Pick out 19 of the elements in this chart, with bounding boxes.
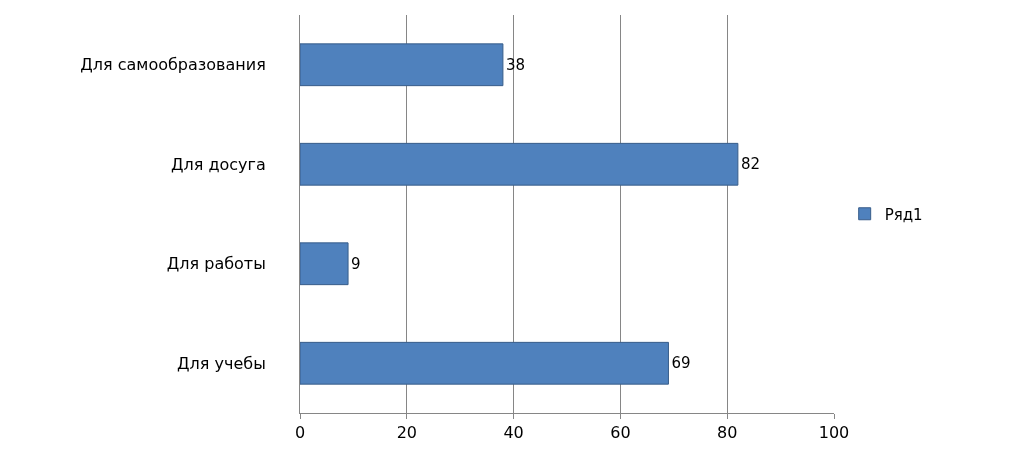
x-tick-label: 0 (294, 423, 306, 443)
bar (300, 242, 349, 286)
legend-label: Ряд1 (884, 205, 923, 224)
y-tick-label: Для учебы (177, 353, 266, 373)
bar (300, 341, 669, 385)
x-tick-label: 20 (396, 423, 417, 443)
y-tick-label: Для досуга (171, 154, 266, 174)
data-label: 69 (671, 354, 691, 373)
y-tick-label: Для работы (166, 254, 266, 274)
data-label: 9 (351, 254, 361, 273)
x-tick-label: 40 (503, 423, 524, 443)
bar (300, 43, 504, 87)
x-tick-label: 100 (818, 423, 850, 443)
data-label: 82 (740, 155, 760, 174)
x-tick-label: 80 (717, 423, 738, 443)
data-label: 38 (505, 55, 526, 74)
bar (300, 142, 739, 186)
y-tick-label: Для самообразования (80, 55, 266, 75)
x-tick-label: 60 (610, 423, 631, 443)
